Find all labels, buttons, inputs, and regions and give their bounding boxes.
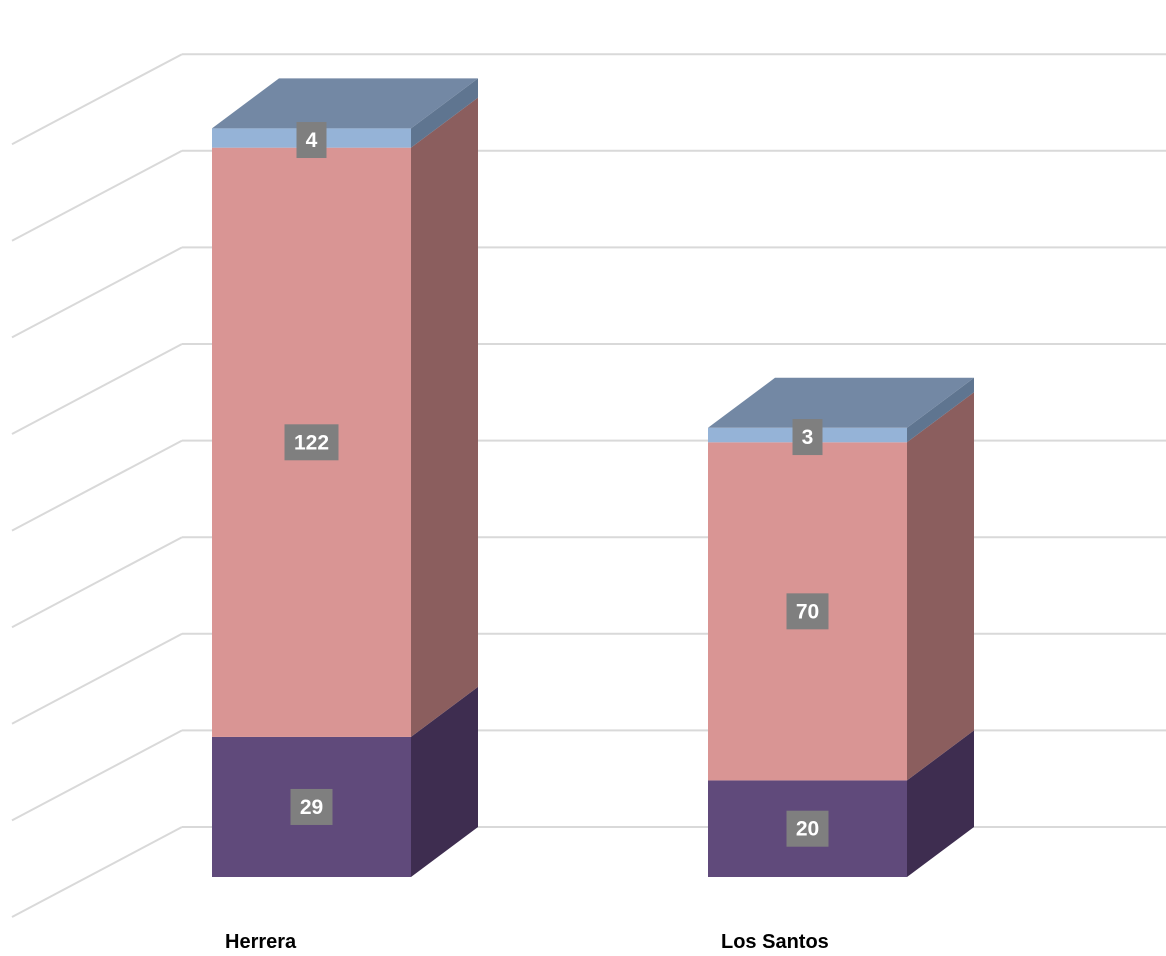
data-label: 4 bbox=[296, 122, 327, 159]
category-label: Herrera bbox=[225, 931, 297, 953]
data-label-text: 20 bbox=[796, 818, 819, 841]
gridline bbox=[11, 439, 1166, 532]
bar-top bbox=[212, 78, 478, 129]
data-label-text: 3 bbox=[802, 426, 814, 449]
gridline bbox=[11, 149, 1166, 242]
bar-side bbox=[907, 392, 974, 781]
gridline bbox=[11, 729, 1166, 822]
x-axis: Herrera Los Santos bbox=[225, 931, 829, 953]
gridline bbox=[11, 343, 1166, 435]
bar-side bbox=[411, 686, 478, 877]
data-label-text: 122 bbox=[294, 431, 329, 454]
gridline bbox=[11, 536, 1166, 629]
category-label: Los Santos bbox=[721, 931, 829, 953]
data-label: 3 bbox=[792, 419, 823, 456]
data-label: 20 bbox=[786, 810, 829, 847]
bar-segment bbox=[708, 392, 974, 781]
bar-segment bbox=[212, 97, 478, 737]
bar-side bbox=[411, 97, 478, 737]
gridline bbox=[11, 632, 1166, 725]
bar-side bbox=[907, 730, 974, 877]
gridline bbox=[11, 826, 1166, 918]
gridline bbox=[11, 53, 1166, 146]
gridlines bbox=[11, 53, 1166, 918]
bar-segment bbox=[708, 730, 974, 877]
data-label: 29 bbox=[290, 788, 333, 825]
bar-segment bbox=[212, 686, 478, 877]
data-labels: 29 122 4 20 70 3 bbox=[284, 122, 829, 847]
gridline bbox=[11, 246, 1166, 339]
bar-segment bbox=[708, 377, 974, 443]
bars bbox=[212, 78, 974, 877]
bar-top bbox=[708, 377, 974, 428]
data-label-text: 4 bbox=[306, 129, 318, 152]
bar-side bbox=[907, 377, 974, 443]
data-label-text: 29 bbox=[300, 796, 323, 819]
bar-side bbox=[411, 78, 478, 148]
data-label: 122 bbox=[284, 424, 339, 461]
data-label-text: 70 bbox=[796, 600, 819, 623]
data-label: 70 bbox=[786, 593, 829, 630]
